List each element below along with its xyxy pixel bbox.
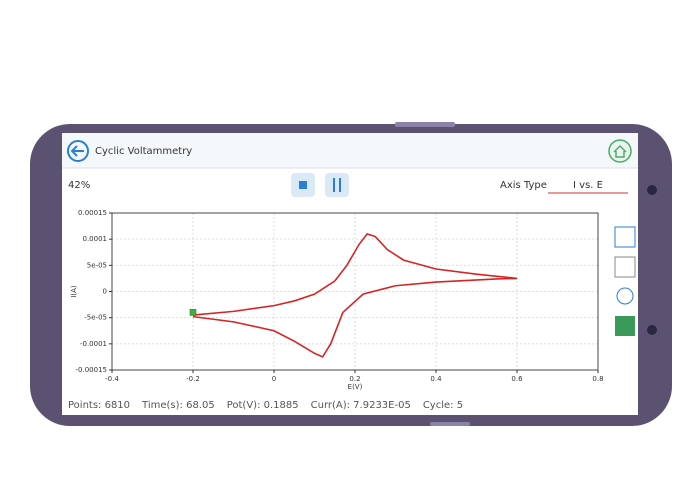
y-tick-label: 5e-05	[87, 261, 107, 269]
x-tick-label: -0.4	[105, 375, 119, 383]
plot-frame	[111, 212, 599, 371]
status-item: Points: 6810	[68, 400, 130, 411]
x-tick-label: 0	[272, 375, 276, 383]
progress: 42%	[68, 180, 90, 191]
axis-type-value: I vs. E	[573, 180, 603, 191]
status-item: Cycle: 5	[423, 400, 463, 411]
y-tick-label: -0.00015	[76, 366, 107, 374]
header-bar	[62, 133, 638, 168]
curve-button[interactable]	[614, 256, 636, 278]
status-item: Curr(A): 7.9233E-05	[311, 400, 411, 411]
axis-type-select[interactable]: I vs. E	[548, 180, 628, 194]
sensor	[647, 325, 657, 335]
home-button[interactable]	[608, 139, 632, 163]
x-tick-label: 0.8	[592, 375, 603, 383]
y-tick-label: -5e-05	[84, 314, 107, 322]
y-tick-label: -0.0001	[80, 340, 107, 348]
phone-button	[395, 122, 455, 127]
status-item: Time(s): 68.05	[141, 400, 215, 411]
zoom-fit-button[interactable]	[614, 226, 636, 248]
x-tick-label: 0.2	[349, 375, 360, 383]
pause-button[interactable]	[325, 173, 349, 197]
y-tick-label: 0	[103, 288, 107, 296]
x-tick-label: -0.2	[186, 375, 200, 383]
side-tools	[614, 226, 636, 336]
axis-type-label: Axis Type	[500, 180, 547, 191]
cv-curve	[192, 232, 518, 358]
status-item: Pot(V): 0.1885	[227, 400, 299, 411]
y-tick-label: 0.0001	[83, 235, 108, 243]
camera	[647, 185, 657, 195]
x-tick-label: 0.4	[430, 375, 442, 383]
y-axis-label: I(A)	[70, 285, 78, 298]
start-marker	[189, 309, 197, 316]
y-tick-label: 0.00015	[78, 209, 107, 217]
save-button[interactable]	[615, 316, 635, 336]
title: Cyclic Voltammetry	[95, 146, 192, 157]
stop-button[interactable]	[291, 173, 315, 197]
x-tick-label: 0.6	[511, 375, 523, 383]
phone-button	[430, 422, 470, 426]
back-button[interactable]	[67, 140, 89, 162]
x-axis-label: E(V)	[348, 383, 363, 391]
screen	[62, 133, 638, 415]
zoom-out-button[interactable]	[616, 287, 634, 305]
